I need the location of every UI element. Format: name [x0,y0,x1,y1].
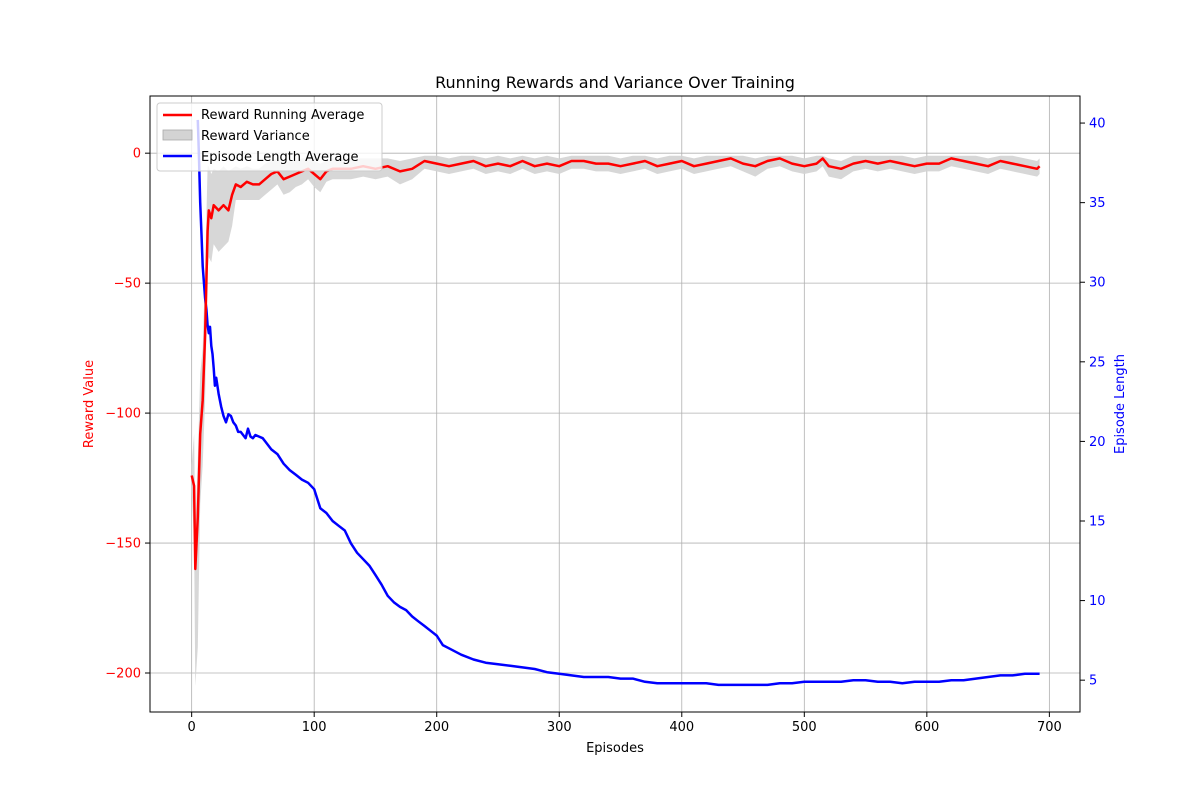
legend-label-length: Episode Length Average [201,150,359,165]
x-tick-label: 200 [424,720,449,735]
y-right-tick-label: 20 [1089,435,1106,450]
y-left-tick-label: 0 [133,147,141,162]
x-tick-label: 0 [188,720,196,735]
legend-box [156,102,383,172]
series-layer [190,119,1041,687]
legend-swatch-variance [162,129,193,141]
y-right-tick-label: 5 [1089,674,1097,689]
y-right-tick-label: 30 [1089,276,1106,291]
y-right-tick-label: 15 [1089,514,1106,529]
x-tick-label: 400 [669,720,694,735]
x-tick-label: 300 [547,720,572,735]
y-right-tick-label: 10 [1089,594,1106,609]
x-tick-label: 100 [302,720,327,735]
y-left-tick-label: −150 [105,537,141,552]
y-left-tick-label: −200 [105,667,141,682]
y-right-tick-label: 35 [1089,196,1106,211]
y-axis-right-label: Episode Length [1113,354,1128,454]
series-episode-length-average [196,119,1040,687]
series-reward-running-average [190,157,1041,571]
x-tick-label: 600 [914,720,939,735]
legend-label-variance: Reward Variance [201,129,310,144]
y-right-tick-label: 40 [1089,117,1106,132]
y-left-tick-label: −50 [114,277,141,292]
chart-title: Running Rewards and Variance Over Traini… [435,73,795,92]
y-left-tick-label: −100 [105,407,141,422]
legend: Reward Running Average Reward Variance E… [156,102,383,172]
x-tick-label: 500 [792,720,817,735]
y-axis-left: 0 −50 −100 −150 −200 [105,147,150,682]
y-right-tick-label: 25 [1089,355,1106,370]
x-tick-label: 700 [1037,720,1062,735]
legend-label-reward: Reward Running Average [201,108,364,123]
x-axis: 0 100 200 300 400 500 600 700 [188,712,1062,735]
y-axis-right: 5 10 15 20 25 30 35 40 [1080,117,1106,689]
plot-area-frame [149,95,1081,713]
x-axis-label: Episodes [586,741,644,756]
y-axis-left-label: Reward Value [82,360,97,448]
